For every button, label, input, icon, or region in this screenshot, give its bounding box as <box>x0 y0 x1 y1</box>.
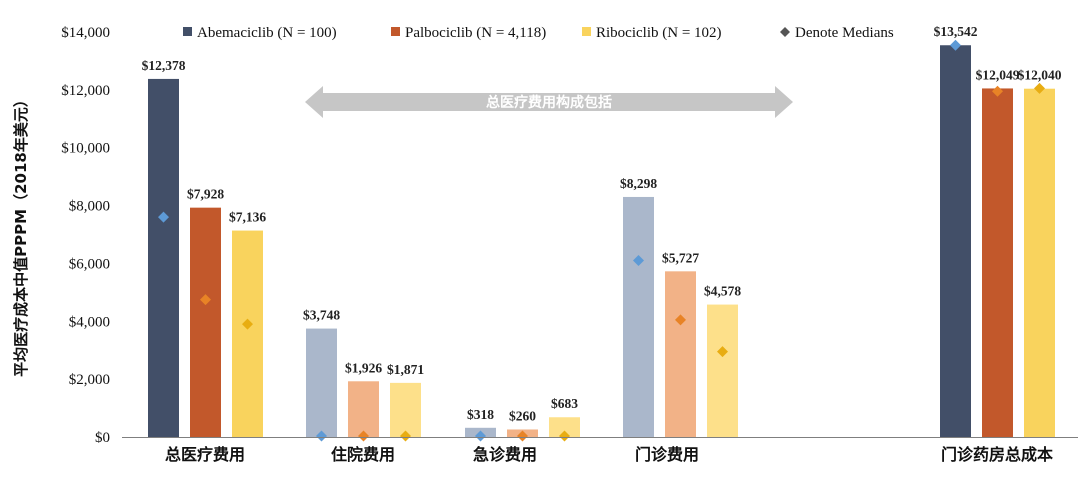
y-tick-label: $6,000 <box>69 256 110 272</box>
annotation-label: 总医疗费用构成包括 <box>486 94 612 111</box>
legend-label-medians: Denote Medians <box>795 25 894 41</box>
y-tick-label: $8,000 <box>69 199 110 215</box>
data-label-series-2-cat-3: $260 <box>509 408 536 423</box>
median-marker-series-1-cat-5 <box>950 39 961 51</box>
y-tick-label: $12,000 <box>61 83 110 99</box>
data-label-series-3-cat-1: $7,136 <box>229 210 266 225</box>
data-label-series-3-cat-4: $4,578 <box>704 284 741 299</box>
legend-swatch-series-2 <box>391 27 400 36</box>
bar-series-3-cat-2 <box>390 382 421 437</box>
data-label-series-1-cat-3: $318 <box>467 407 494 422</box>
median-markers <box>158 39 1045 442</box>
data-label-series-3-cat-5: $12,040 <box>1018 68 1062 83</box>
y-axis-title: 平均医疗成本中值PPPM（2018年美元） <box>12 92 30 377</box>
category-label-2: 住院费用 <box>331 445 395 464</box>
data-label-series-2-cat-2: $1,926 <box>345 360 382 375</box>
y-tick-label: $14,000 <box>61 25 110 41</box>
data-label-series-3-cat-3: $683 <box>551 396 578 411</box>
median-marker-series-2-cat-4 <box>675 314 686 326</box>
legend-label-series-3: Ribociclib (N = 102) <box>596 25 722 41</box>
category-labels: 总医疗费用 住院费用 急诊费用 门诊费用 门诊药房总成本 <box>165 445 1053 464</box>
y-tick-label: $4,000 <box>69 314 110 330</box>
median-marker-series-1-cat-4 <box>633 255 644 267</box>
median-marker-series-2-cat-5 <box>992 85 1003 97</box>
legend-label-series-1: Abemaciclib (N = 100) <box>197 25 337 41</box>
bar-series-1-cat-4 <box>623 196 654 437</box>
category-label-4: 门诊费用 <box>635 445 699 464</box>
category-label-3: 急诊费用 <box>473 445 537 464</box>
bar-series-1-cat-5 <box>940 45 971 437</box>
median-marker-series-3-cat-5 <box>1034 82 1045 94</box>
y-tick-label: $10,000 <box>61 141 110 157</box>
bar-series-3-cat-1 <box>232 230 263 437</box>
y-tick-label: $0 <box>95 430 110 446</box>
data-label-series-1-cat-1: $12,378 <box>142 58 186 73</box>
data-label-series-1-cat-4: $8,298 <box>620 176 657 191</box>
data-label-series-3-cat-2: $1,871 <box>387 362 424 377</box>
bar-series-3-cat-4 <box>707 304 738 437</box>
legend: Abemaciclib (N = 100) Palbociclib (N = 4,… <box>183 25 894 41</box>
bar-series-3-cat-3 <box>549 417 580 437</box>
median-marker-series-3-cat-1 <box>242 318 253 330</box>
category-label-5: 门诊药房总成本 <box>941 445 1053 464</box>
bar-series-2-cat-1 <box>190 207 221 437</box>
y-axis-label: 平均医疗成本中值PPPM（2018年美元） <box>12 92 30 377</box>
legend-swatch-series-1 <box>183 27 192 36</box>
data-label-series-1-cat-5: $13,542 <box>934 24 978 39</box>
annotation-arrow: 总医疗费用构成包括 <box>305 86 793 118</box>
y-axis-ticks: $0 $2,000 $4,000 $6,000 $8,000 $10,000 $12,000… <box>61 25 110 446</box>
median-marker-series-1-cat-2 <box>316 430 327 442</box>
legend-swatch-series-3 <box>582 27 591 36</box>
legend-median-diamond-icon <box>780 27 790 37</box>
y-tick-label: $2,000 <box>69 372 110 388</box>
bar-series-2-cat-4 <box>665 271 696 437</box>
median-marker-series-1-cat-1 <box>158 211 169 223</box>
bar-series-1-cat-2 <box>306 328 337 437</box>
data-label-series-2-cat-1: $7,928 <box>187 187 224 202</box>
median-marker-series-1-cat-3 <box>475 430 486 442</box>
bar-series-1-cat-1 <box>148 78 179 437</box>
median-marker-series-2-cat-2 <box>358 430 369 442</box>
category-label-1: 总医疗费用 <box>165 445 245 464</box>
data-labels: $12,378 $7,928 $7,136 $3,748 $1,926 $1,871 $31… <box>142 24 1062 423</box>
bar-series-2-cat-5 <box>982 88 1013 438</box>
data-label-series-2-cat-5: $12,049 <box>976 67 1020 82</box>
median-marker-series-2-cat-1 <box>200 294 211 306</box>
bar-series-2-cat-2 <box>348 381 379 437</box>
median-marker-series-3-cat-2 <box>400 430 411 442</box>
data-label-series-1-cat-2: $3,748 <box>303 308 340 323</box>
median-marker-series-2-cat-3 <box>517 430 528 442</box>
median-marker-series-3-cat-4 <box>717 346 728 358</box>
median-marker-series-3-cat-3 <box>559 430 570 442</box>
data-label-series-2-cat-4: $5,727 <box>662 250 699 265</box>
double-arrow-shape <box>305 86 793 118</box>
legend-label-series-2: Palbociclib (N = 4,118) <box>405 25 546 41</box>
bars <box>148 45 1055 438</box>
bar-series-3-cat-5 <box>1024 88 1055 437</box>
